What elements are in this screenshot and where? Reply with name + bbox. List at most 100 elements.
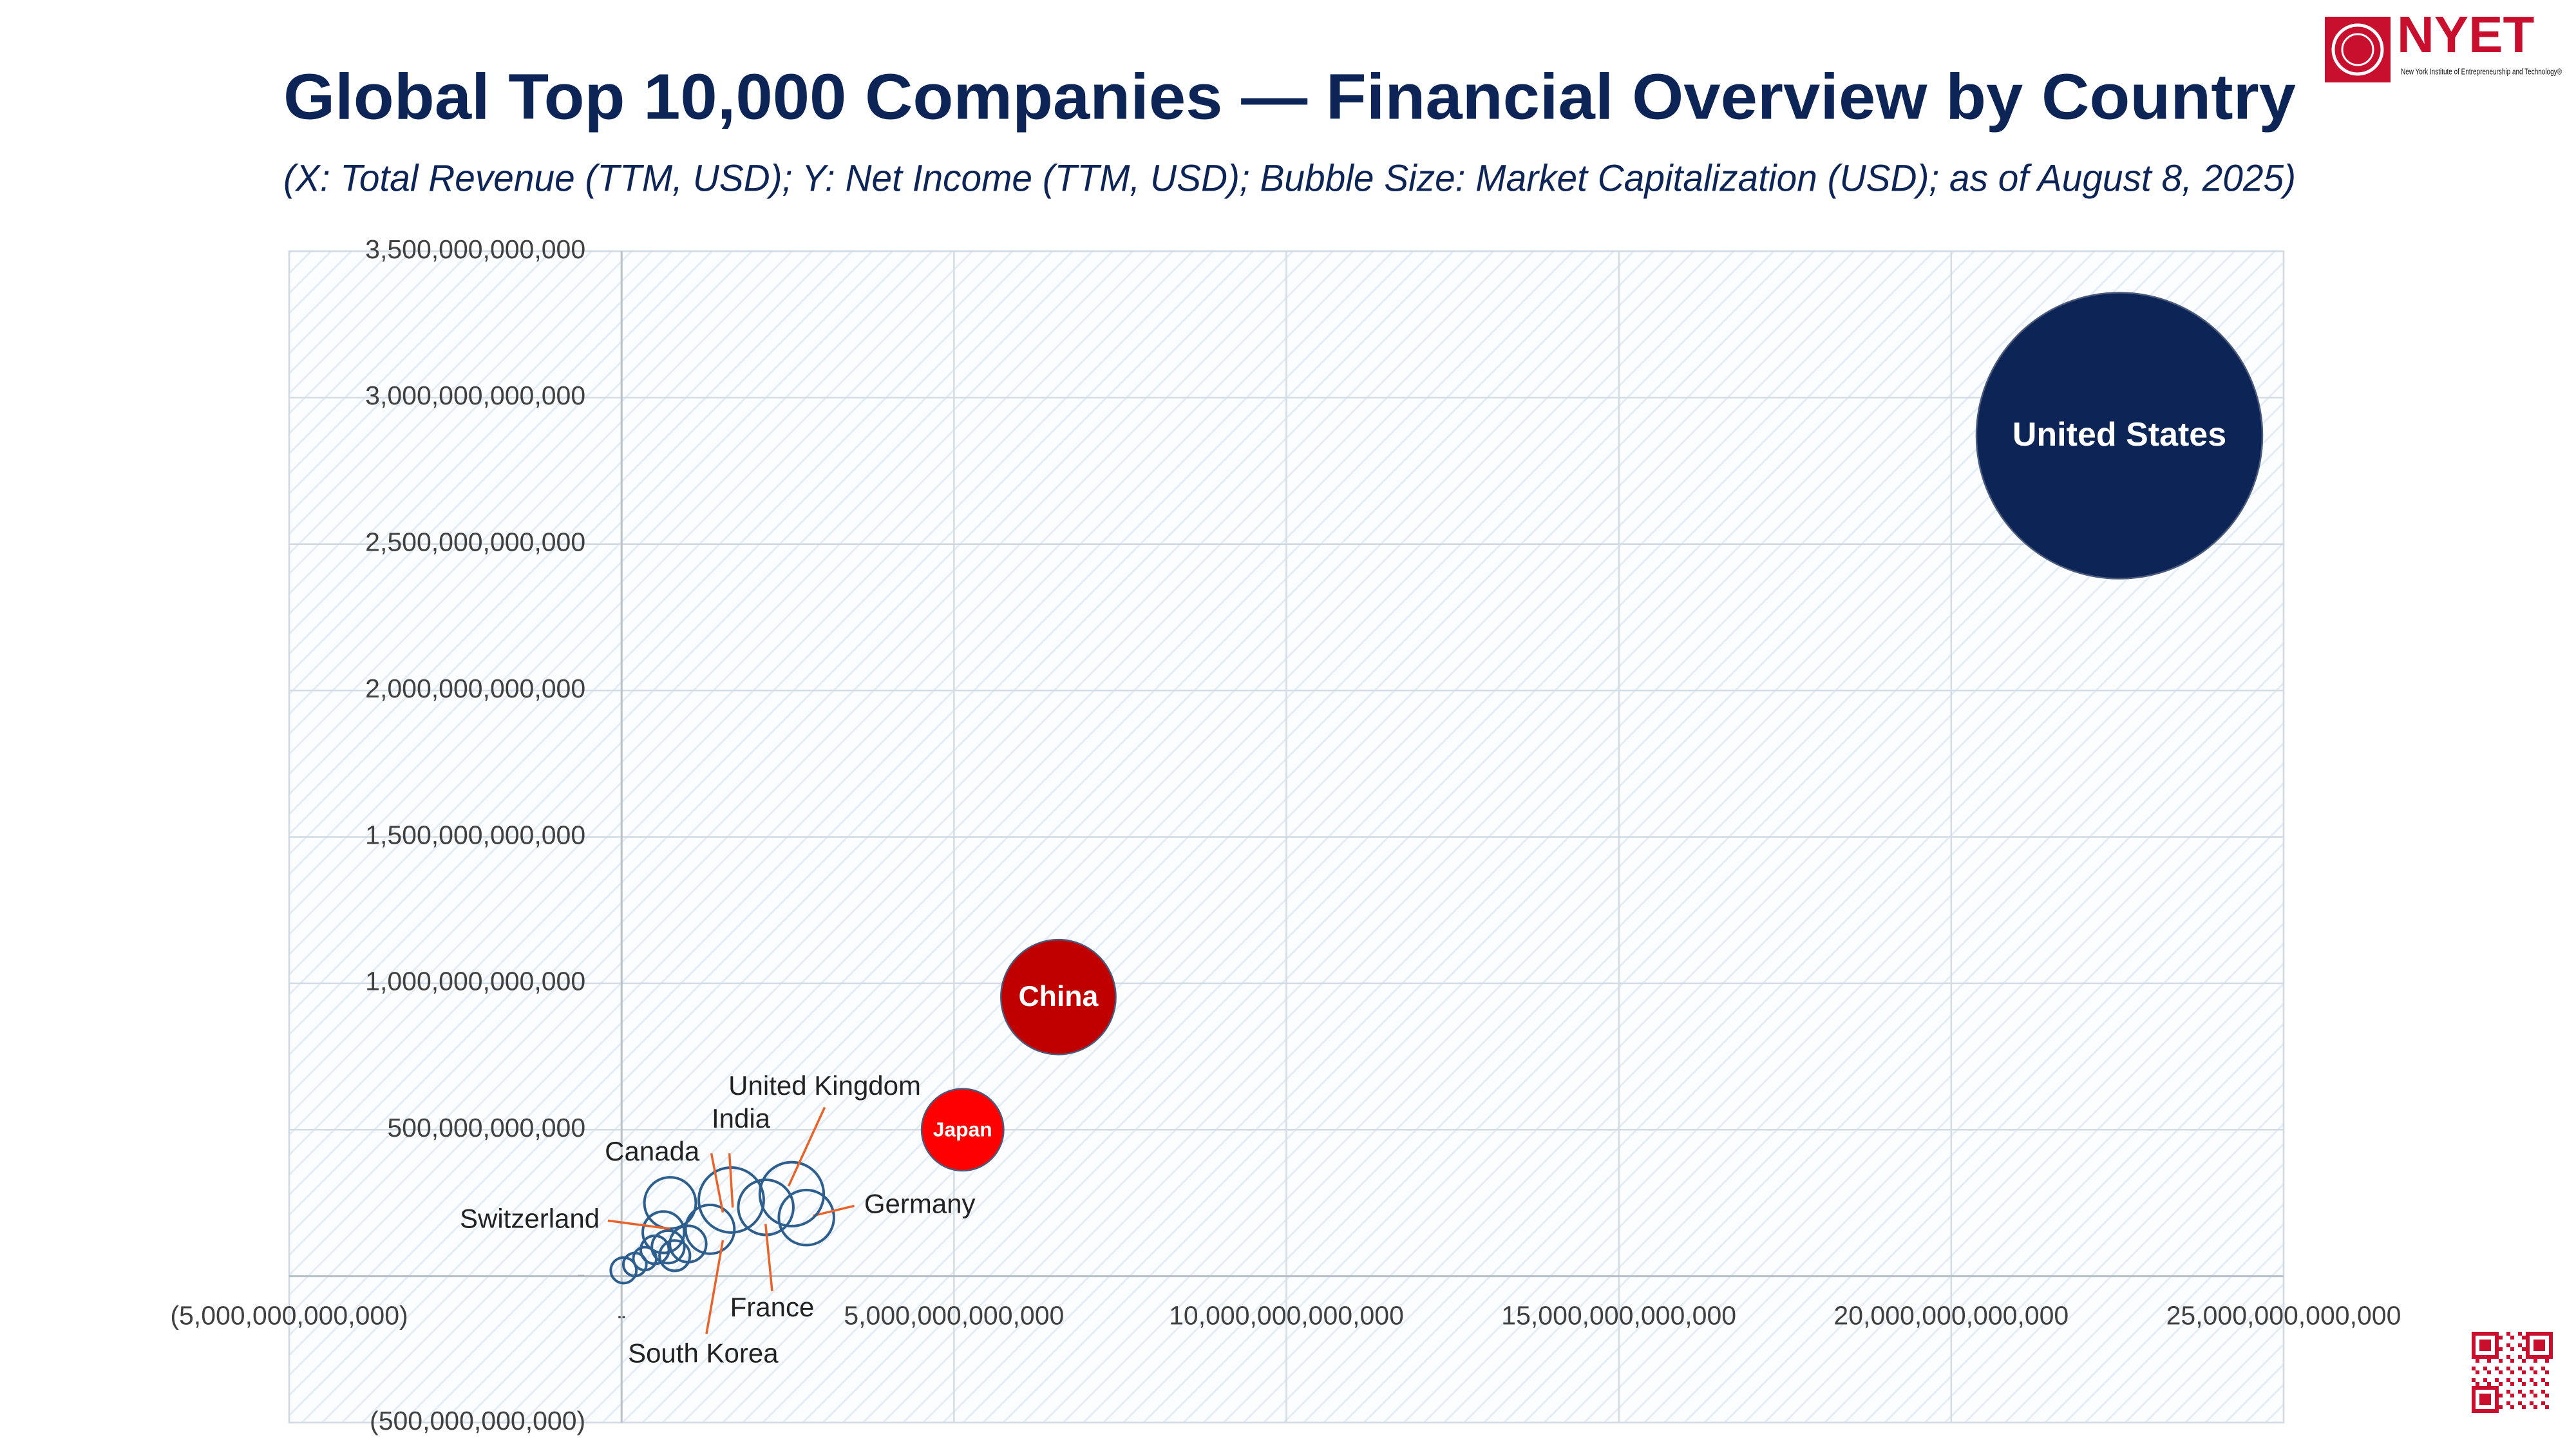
qr-module xyxy=(2530,1332,2533,1336)
qr-module xyxy=(2479,1332,2483,1336)
bubble xyxy=(658,1239,692,1273)
data-label: France xyxy=(730,1292,815,1322)
qr-module xyxy=(2541,1332,2545,1336)
qr-module xyxy=(2487,1386,2491,1390)
qr-module xyxy=(2533,1394,2537,1397)
y-tick-label: 2,500,000,000,000 xyxy=(365,527,585,557)
qr-module xyxy=(2537,1332,2541,1336)
qr-module xyxy=(2483,1409,2487,1413)
qr-module xyxy=(2472,1401,2476,1405)
qr-module xyxy=(2533,1343,2537,1347)
qr-module xyxy=(2499,1359,2503,1363)
leader-line xyxy=(705,1240,724,1334)
qr-module xyxy=(2506,1367,2510,1370)
qr-module xyxy=(2510,1347,2514,1351)
chart-title: Global Top 10,000 Companies — Financial … xyxy=(283,61,2296,133)
qr-module xyxy=(2510,1394,2514,1397)
qr-module xyxy=(2495,1332,2499,1336)
data-label: Germany xyxy=(864,1189,976,1219)
data-label: India xyxy=(712,1103,771,1133)
qr-module xyxy=(2495,1394,2499,1397)
qr-module xyxy=(2487,1401,2491,1405)
qr-module xyxy=(2537,1347,2541,1351)
qr-module xyxy=(2476,1370,2479,1374)
qr-module xyxy=(2472,1336,2476,1340)
qr-module xyxy=(2506,1332,2510,1336)
qr-module xyxy=(2549,1347,2553,1351)
qr-module xyxy=(2506,1390,2510,1394)
qr-module xyxy=(2530,1367,2533,1370)
qr-module xyxy=(2472,1390,2476,1394)
qr-module xyxy=(2472,1347,2476,1351)
leader-line xyxy=(764,1224,773,1292)
qr-module xyxy=(2549,1355,2553,1359)
qr-module xyxy=(2506,1355,2510,1359)
qr-module xyxy=(2479,1409,2483,1413)
qr-module xyxy=(2541,1340,2545,1343)
qr-module xyxy=(2537,1355,2541,1359)
qr-module xyxy=(2495,1336,2499,1340)
y-tick-label: 2,000,000,000,000 xyxy=(365,674,585,703)
qr-module xyxy=(2487,1397,2491,1401)
qr-module xyxy=(2495,1401,2499,1405)
qr-module xyxy=(2533,1370,2537,1374)
qr-module xyxy=(2491,1386,2495,1390)
bubble xyxy=(777,1188,835,1247)
qr-module xyxy=(2545,1359,2549,1363)
qr-module xyxy=(2541,1343,2545,1347)
brand-tagline: New York Institute of Entrepreneurship a… xyxy=(2401,66,2562,76)
qr-module xyxy=(2487,1382,2491,1386)
qr-module xyxy=(2510,1382,2514,1386)
qr-module xyxy=(2533,1347,2537,1351)
qr-module xyxy=(2472,1355,2476,1359)
qr-module xyxy=(2533,1405,2537,1409)
qr-module xyxy=(2510,1336,2514,1340)
qr-module xyxy=(2533,1340,2537,1343)
y-tick-label: 500,000,000,000 xyxy=(387,1113,585,1142)
qr-module xyxy=(2483,1397,2487,1401)
qr-module xyxy=(2472,1409,2476,1413)
qr-module xyxy=(2541,1367,2545,1370)
qr-module xyxy=(2522,1405,2526,1409)
qr-module xyxy=(2541,1378,2545,1382)
qr-module xyxy=(2499,1370,2503,1374)
qr-module xyxy=(2483,1340,2487,1343)
y-tick-label: 3,000,000,000,000 xyxy=(365,381,585,410)
qr-module xyxy=(2487,1409,2491,1413)
leader-line xyxy=(813,1204,855,1217)
qr-module xyxy=(2522,1359,2526,1363)
qr-module xyxy=(2495,1397,2499,1401)
qr-module xyxy=(2487,1370,2491,1374)
qr-module xyxy=(2495,1378,2499,1382)
qr-module xyxy=(2487,1394,2491,1397)
qr-module xyxy=(2472,1394,2476,1397)
qr-module xyxy=(2545,1370,2549,1374)
qr-module xyxy=(2545,1394,2549,1397)
qr-module xyxy=(2518,1367,2522,1370)
qr-module xyxy=(2541,1347,2545,1351)
qr-module xyxy=(2491,1355,2495,1359)
bubble xyxy=(920,1088,1005,1172)
qr-module xyxy=(2491,1332,2495,1336)
qr-module xyxy=(2522,1336,2526,1340)
qr-module xyxy=(2499,1394,2503,1397)
leader-line xyxy=(710,1153,724,1213)
bubble xyxy=(609,1256,638,1285)
x-tick-label: 10,000,000,000,000 xyxy=(1169,1300,1404,1330)
qr-module xyxy=(2479,1343,2483,1347)
y-tick-label: (500,000,000,000) xyxy=(370,1406,585,1435)
qr-module xyxy=(2472,1343,2476,1347)
qr-module xyxy=(2479,1340,2483,1343)
qr-module xyxy=(2526,1351,2530,1355)
qr-module xyxy=(2506,1378,2510,1382)
qr-module xyxy=(2526,1347,2530,1351)
qr-module xyxy=(2506,1401,2510,1405)
qr-module xyxy=(2530,1401,2533,1405)
bubble xyxy=(758,1160,826,1227)
leader-line xyxy=(607,1219,671,1230)
qr-module xyxy=(2479,1394,2483,1397)
qr-module xyxy=(2506,1343,2510,1347)
qr-module xyxy=(2495,1405,2499,1409)
chart-subtitle: (X: Total Revenue (TTM, USD); Y: Net Inc… xyxy=(283,157,2296,199)
